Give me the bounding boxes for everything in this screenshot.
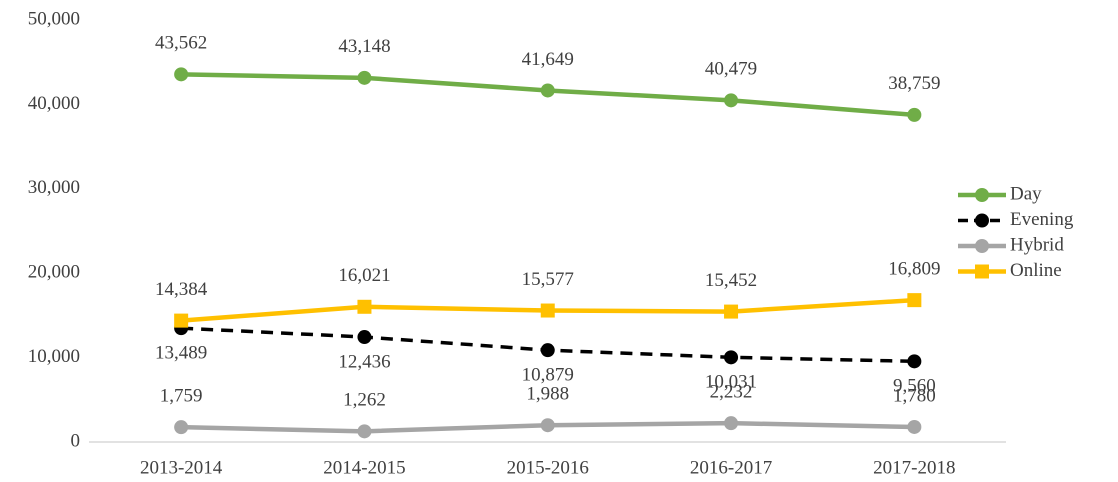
data-label: 16,021 bbox=[338, 265, 390, 286]
data-point bbox=[357, 299, 372, 314]
legend-marker bbox=[975, 213, 989, 228]
legend-label: Day bbox=[1010, 183, 1042, 204]
data-point bbox=[907, 107, 922, 122]
data-label: 43,562 bbox=[155, 33, 207, 54]
y-tick-label: 20,000 bbox=[28, 262, 80, 283]
data-label: 1,262 bbox=[343, 390, 386, 411]
data-label: 38,759 bbox=[888, 73, 940, 94]
x-tick-label: 2016-2017 bbox=[690, 457, 772, 478]
data-point bbox=[907, 293, 922, 308]
y-tick-label: 50,000 bbox=[28, 8, 80, 29]
data-label: 14,384 bbox=[155, 279, 208, 300]
data-point bbox=[724, 416, 739, 431]
data-point bbox=[724, 93, 739, 108]
data-point bbox=[540, 83, 555, 98]
data-point bbox=[907, 419, 922, 434]
data-point bbox=[174, 313, 189, 328]
y-tick-label: 40,000 bbox=[28, 93, 80, 114]
legend-label: Evening bbox=[1010, 209, 1074, 230]
data-label: 40,479 bbox=[705, 59, 757, 80]
data-label: 1,780 bbox=[893, 385, 936, 406]
data-point bbox=[357, 330, 372, 345]
x-tick-label: 2017-2018 bbox=[873, 457, 955, 478]
x-tick-label: 2014-2015 bbox=[323, 457, 405, 478]
data-point bbox=[357, 424, 372, 439]
data-point bbox=[724, 304, 739, 319]
legend-label: Hybrid bbox=[1010, 234, 1064, 255]
data-point bbox=[540, 343, 555, 358]
y-tick-label: 10,000 bbox=[28, 346, 80, 367]
data-point bbox=[357, 70, 372, 85]
data-label: 1,988 bbox=[526, 384, 569, 405]
legend-label: Online bbox=[1010, 260, 1062, 281]
data-label: 15,577 bbox=[522, 269, 574, 290]
x-tick-label: 2013-2014 bbox=[140, 457, 223, 478]
data-point bbox=[907, 354, 922, 369]
legend-marker bbox=[975, 239, 989, 253]
data-point bbox=[540, 303, 555, 318]
data-point bbox=[724, 350, 739, 365]
data-label: 1,759 bbox=[160, 386, 203, 407]
data-point bbox=[174, 420, 189, 435]
data-label: 2,232 bbox=[710, 382, 753, 403]
y-tick-label: 30,000 bbox=[28, 177, 80, 198]
data-label: 13,489 bbox=[155, 343, 207, 364]
data-label: 10,031 bbox=[705, 372, 757, 393]
x-tick-label: 2015-2016 bbox=[507, 457, 589, 478]
data-label: 41,649 bbox=[522, 49, 574, 70]
data-label: 10,879 bbox=[522, 365, 574, 386]
data-label: 15,452 bbox=[705, 270, 757, 291]
data-label: 12,436 bbox=[338, 351, 390, 372]
y-tick-label: 0 bbox=[71, 430, 81, 451]
data-point bbox=[540, 418, 555, 433]
data-label: 9,560 bbox=[893, 376, 936, 397]
legend-marker bbox=[975, 188, 989, 202]
data-label: 16,809 bbox=[888, 258, 940, 279]
legend-marker bbox=[975, 264, 989, 279]
data-point bbox=[174, 67, 189, 82]
data-label: 43,148 bbox=[338, 36, 390, 57]
